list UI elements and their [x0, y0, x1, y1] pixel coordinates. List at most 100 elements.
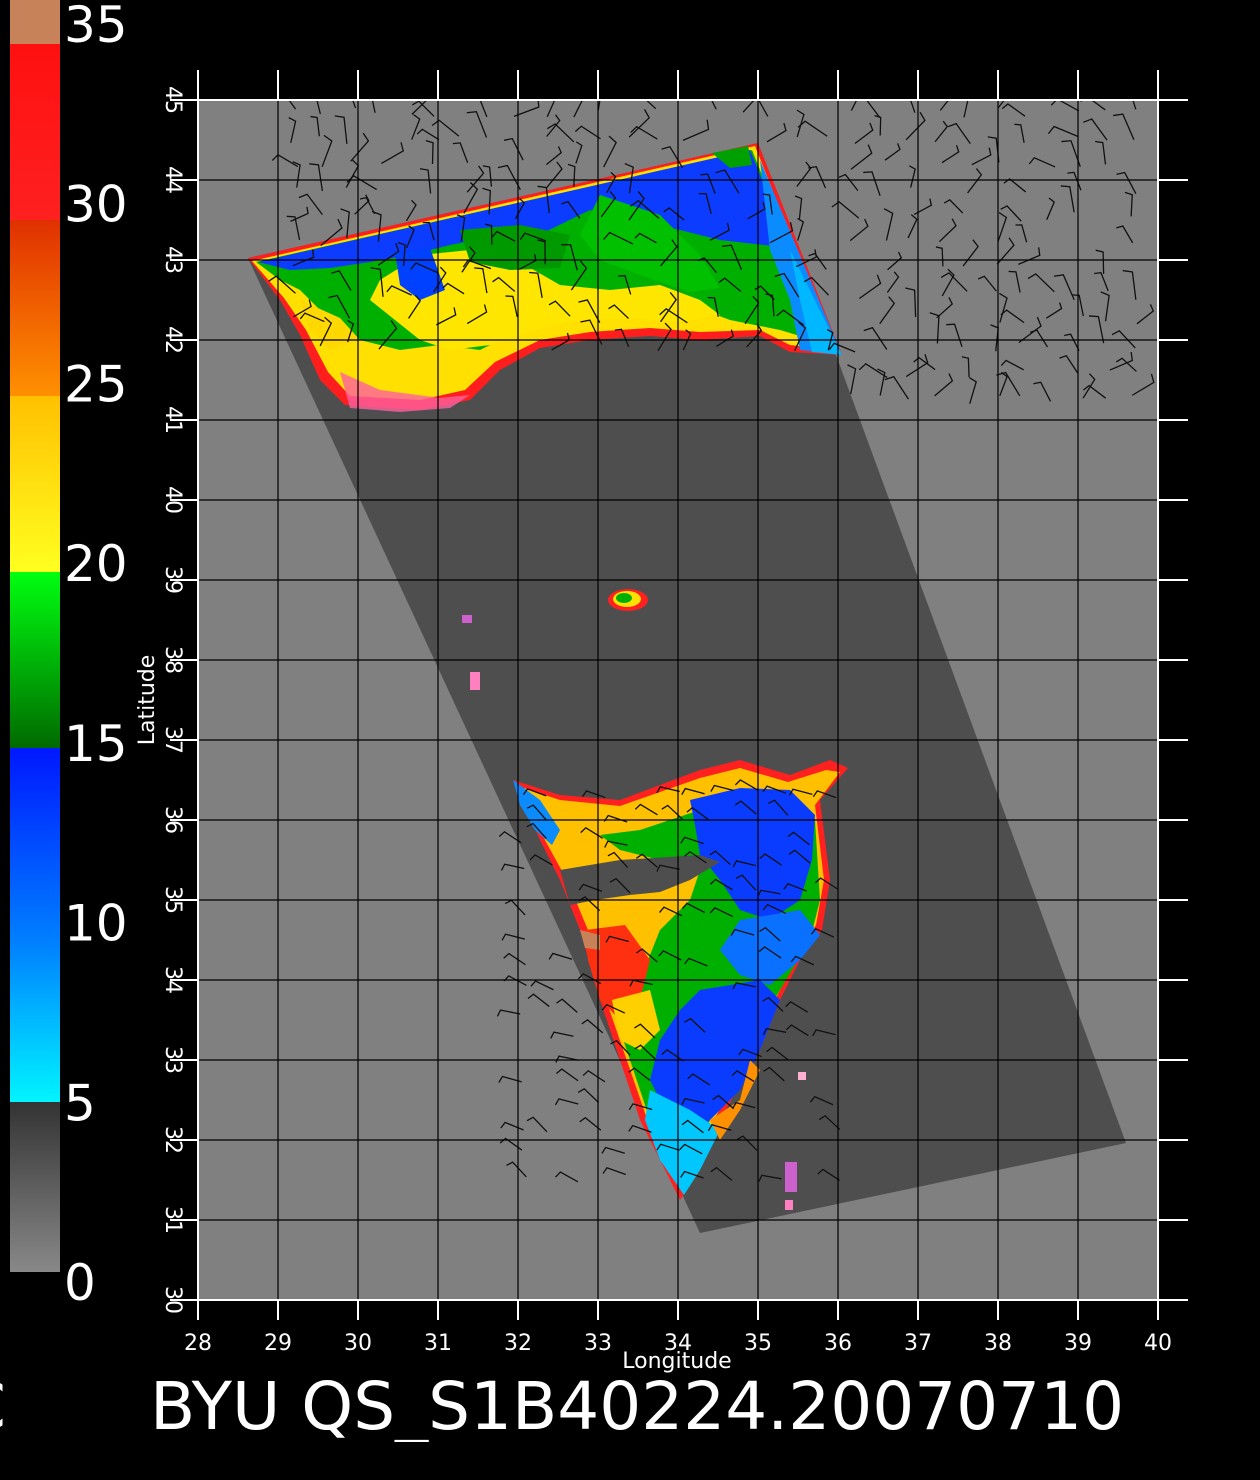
north-wind-field — [248, 143, 842, 412]
wind-barb — [762, 785, 786, 794]
wind-barb — [680, 1170, 704, 1179]
wind-barb — [609, 877, 631, 894]
wind-barb — [794, 195, 803, 219]
wind-barb — [461, 246, 476, 273]
wind-barb — [1050, 100, 1080, 112]
wind-barb — [466, 304, 488, 325]
wind-barb — [556, 998, 578, 1013]
wind-barb — [610, 1039, 631, 1056]
wind-barb — [1000, 309, 1025, 324]
wind-barb — [686, 806, 709, 821]
wind-barb — [808, 252, 827, 270]
wind-barb — [635, 948, 658, 963]
y-tick-label: 43 — [160, 246, 185, 274]
wind-barb — [1109, 351, 1134, 371]
wind-barb — [334, 115, 348, 144]
wind-barb — [763, 1066, 785, 1082]
wind-barb — [498, 1075, 522, 1083]
wind-barb — [1047, 125, 1079, 138]
y-tick-label: 38 — [160, 646, 185, 674]
wind-barb — [707, 296, 719, 317]
wind-barb — [684, 850, 707, 864]
wind-barb — [709, 222, 730, 241]
wind-barb — [630, 199, 660, 219]
y-tick-label: 45 — [160, 86, 185, 114]
wind-barb — [634, 803, 658, 816]
wind-barb — [961, 356, 970, 378]
x-tick-label: 28 — [184, 1331, 212, 1356]
wind-barb — [913, 356, 936, 371]
wind-barb — [663, 207, 685, 221]
wind-barb — [967, 168, 983, 194]
wind-barb — [884, 375, 909, 400]
wind-barb — [817, 1168, 841, 1181]
wind-barb — [546, 123, 575, 143]
wind-barb — [700, 173, 716, 194]
wind-barb — [757, 100, 769, 117]
wind-barb — [687, 1073, 711, 1086]
wind-barb — [905, 354, 929, 378]
wind-barb — [411, 100, 435, 117]
wind-barb — [1124, 191, 1133, 217]
wind-barb — [293, 299, 312, 318]
wind-barb — [606, 171, 617, 193]
wind-barb — [527, 993, 550, 1008]
colorbar-label: 20 — [64, 535, 128, 593]
x-tick-label: 31 — [424, 1331, 452, 1356]
wind-barb — [1060, 185, 1075, 213]
wind-barb — [730, 928, 755, 936]
wind-barb — [858, 274, 882, 300]
x-tick-label: 35 — [744, 1331, 772, 1356]
wind-barb — [634, 232, 657, 244]
wind-barb — [709, 850, 731, 866]
wind-barb — [630, 125, 658, 140]
wind-barb — [809, 1095, 834, 1106]
wind-barb — [731, 1070, 755, 1083]
wind-barb — [530, 980, 554, 991]
wind-barb — [803, 276, 830, 296]
wind-barb — [682, 119, 710, 141]
wind-barb — [555, 1171, 579, 1183]
x-tick-label: 39 — [1064, 1331, 1092, 1356]
wind-barb — [788, 849, 811, 864]
wind-barb — [808, 166, 827, 189]
wind-barb — [971, 147, 992, 166]
wind-barb — [319, 316, 333, 347]
wind-barb — [608, 304, 629, 319]
wind-barb — [603, 231, 634, 245]
y-tick-label: 30 — [160, 1286, 185, 1314]
colorbar-label: 10 — [64, 895, 128, 953]
wind-barb — [463, 182, 479, 214]
wind-barb — [1030, 329, 1049, 348]
wind-barb — [762, 996, 784, 1012]
x-tick-label: 38 — [984, 1331, 1012, 1356]
wind-barb — [796, 109, 805, 138]
wind-barb — [580, 827, 604, 839]
wind-barb — [479, 100, 488, 118]
wind-barb — [381, 142, 404, 164]
wind-barb — [526, 804, 547, 821]
wind-barb — [783, 882, 807, 892]
wind-barb — [682, 329, 692, 351]
wind-barb — [684, 957, 708, 967]
wind-barb — [679, 1143, 703, 1155]
colorbar-label: 35 — [64, 0, 128, 54]
wind-barb — [660, 291, 678, 323]
wind-barb — [1088, 315, 1105, 344]
wind-barb — [604, 840, 628, 848]
wind-barb — [526, 822, 547, 839]
wind-barb — [482, 187, 492, 215]
wind-barb — [812, 1029, 836, 1037]
wind-barb — [506, 1161, 527, 1178]
wind-barb — [419, 168, 432, 194]
wind-barb — [794, 321, 807, 352]
wind-barb — [628, 191, 645, 221]
wind-barb — [405, 199, 417, 222]
wind-barb — [411, 100, 428, 115]
wind-barb — [410, 262, 438, 274]
wind-barb — [712, 1094, 735, 1110]
wind-barb — [1095, 140, 1107, 165]
wind-barb — [1094, 271, 1109, 292]
wind-barb — [707, 1124, 732, 1132]
wind-barb — [1059, 355, 1079, 374]
